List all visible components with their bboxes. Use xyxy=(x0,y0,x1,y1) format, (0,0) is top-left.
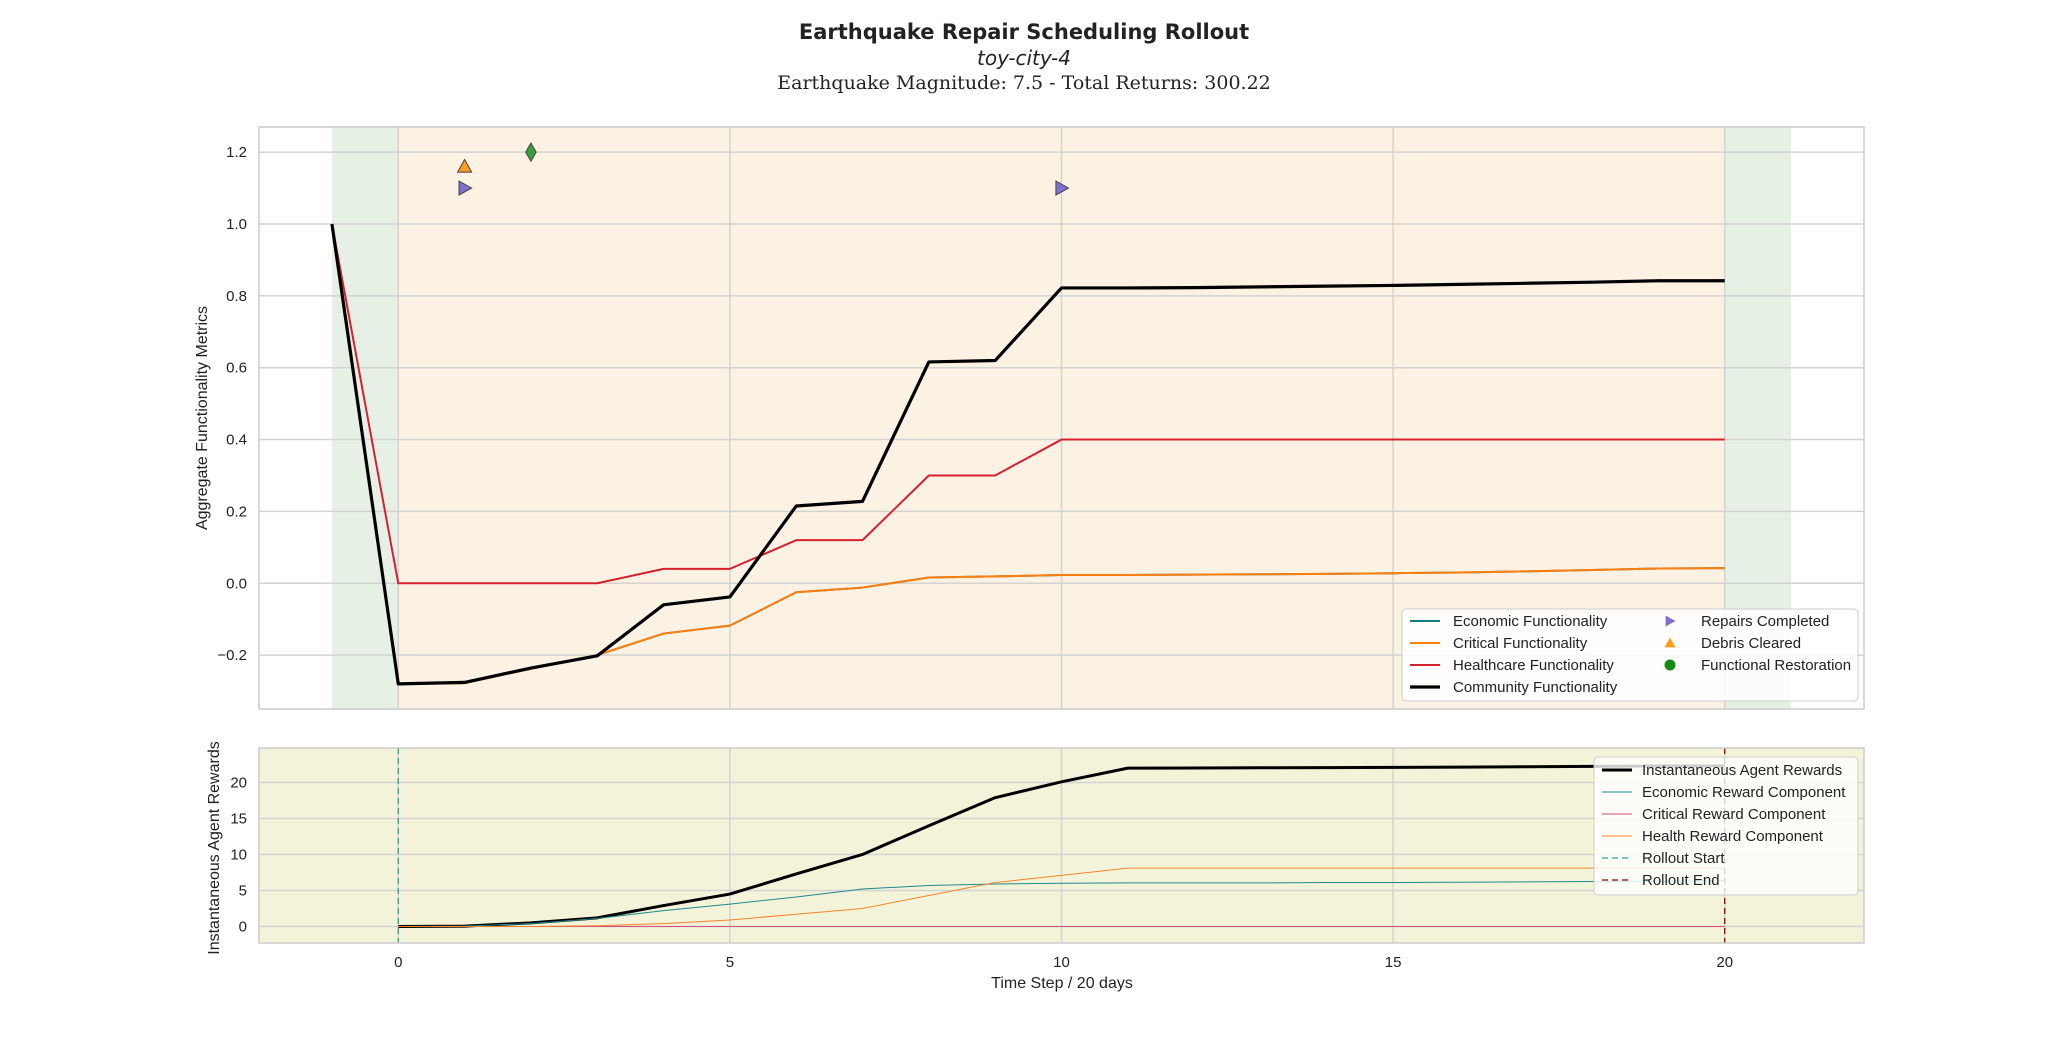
bottom-y-tick-label: 20 xyxy=(230,775,247,792)
healthcare-functionality-line xyxy=(330,223,1725,585)
functional-restoration-legend-label: Functional Restoration xyxy=(1701,657,1851,674)
top-plot-frame xyxy=(258,126,1865,710)
top-y-tick-label: 0.2 xyxy=(226,503,247,520)
chart-title: Earthquake Repair Scheduling Rollout xyxy=(799,20,1249,44)
top-y-tick-label: 0.8 xyxy=(226,288,247,305)
community-functionality-line xyxy=(330,223,1725,686)
critical-reward-component-legend-label: Critical Reward Component xyxy=(1642,806,1826,823)
repairs-completed-marker xyxy=(458,180,473,196)
economic-reward-component-legend-label: Economic Reward Component xyxy=(1642,784,1846,801)
top-legend xyxy=(1401,608,1859,702)
health-reward-component-line xyxy=(398,867,1725,927)
functionality-plot: −0.2 0.0 0.2 0.4 0.6 0.8 1.0 1.2 Economic Functi… xyxy=(217,126,1865,710)
x-tick-label: 15 xyxy=(1385,954,1402,971)
health-reward-component-legend-label: Health Reward Component xyxy=(1642,828,1824,845)
chart-subtitle-city: toy-city-4 xyxy=(977,46,1071,70)
bottom-y-tick-label: 10 xyxy=(230,846,247,863)
x-tick-label: 0 xyxy=(394,954,402,971)
top-y-tick-label: 1.2 xyxy=(226,144,247,161)
x-tick-label: 5 xyxy=(726,954,734,971)
debris-cleared-legend-marker xyxy=(1664,637,1676,648)
repairs-completed-marker xyxy=(1055,180,1070,196)
x-axis-label: Time Step / 20 days xyxy=(991,975,1133,992)
top-y-tick-label: 0.4 xyxy=(226,432,247,449)
functional-restoration-legend-marker xyxy=(1664,659,1676,671)
rollout-start-legend-label: Rollout Start xyxy=(1642,850,1725,867)
instantaneous-agent-rewards-legend-label: Instantaneous Agent Rewards xyxy=(1642,762,1842,779)
top-y-tick-label: 0.6 xyxy=(226,360,247,377)
top-y-tick-label: 1.0 xyxy=(226,216,247,233)
bottom-legend xyxy=(1593,756,1859,896)
community-functionality-legend-label: Community Functionality xyxy=(1453,679,1618,696)
economic-functionality-legend-label: Economic Functionality xyxy=(1453,613,1608,630)
bottom-y-tick-label: 5 xyxy=(239,882,247,899)
chart-subtitle-info: Earthquake Magnitude: 7.5 - Total Return… xyxy=(777,72,1271,94)
rewards-plot: 0 5 10 15 20 0 5 10 15 20 Instantaneous Agent Rewa… xyxy=(230,747,1865,971)
economic-reward-component-line xyxy=(398,880,1725,927)
debris-cleared-marker xyxy=(456,158,473,173)
healthcare-functionality-legend-label: Healthcare Functionality xyxy=(1453,657,1614,674)
instantaneous-agent-rewards-line xyxy=(398,764,1725,928)
repairs-completed-legend-label: Repairs Completed xyxy=(1701,613,1829,630)
bottom-plot-frame xyxy=(258,747,1865,944)
critical-functionality-legend-label: Critical Functionality xyxy=(1453,635,1588,652)
bottom-y-tick-label: 0 xyxy=(239,918,247,935)
repairs-completed-legend-marker xyxy=(1665,615,1676,627)
bottom-y-tick-label: 15 xyxy=(230,811,247,828)
debris-cleared-legend-label: Debris Cleared xyxy=(1701,635,1801,652)
x-tick-label: 20 xyxy=(1716,954,1733,971)
functional-restoration-marker xyxy=(525,142,537,163)
top-y-axis-label: Aggregate Functionality Metrics xyxy=(194,306,211,530)
bottom-y-axis-label: Instantaneous Agent Rewards xyxy=(206,741,223,954)
top-y-tick-label: 0.0 xyxy=(226,575,247,592)
top-y-tick-label: −0.2 xyxy=(217,647,247,664)
rollout-end-legend-label: Rollout End xyxy=(1642,872,1720,889)
x-tick-label: 10 xyxy=(1053,954,1070,971)
